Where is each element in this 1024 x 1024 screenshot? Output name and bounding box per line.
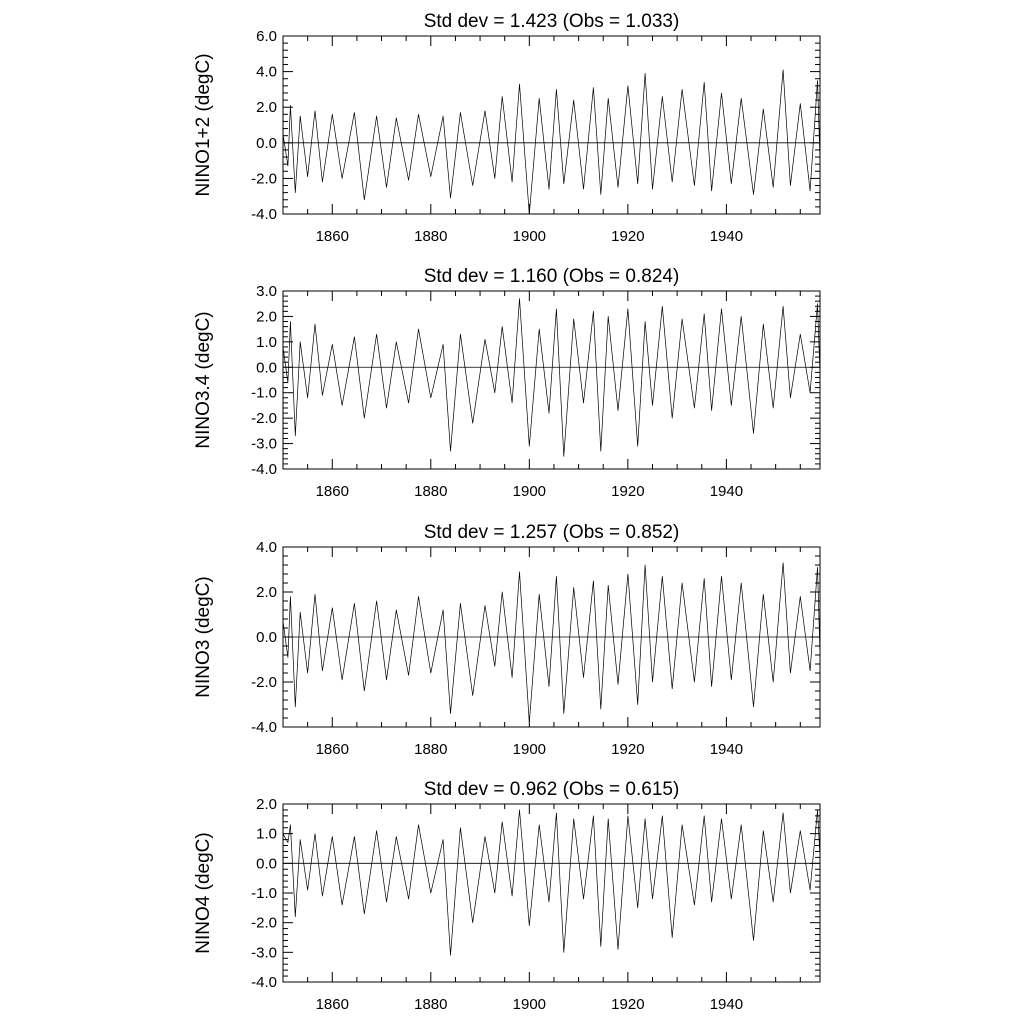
x-tick-label: 1860 <box>316 228 349 245</box>
x-tick-label: 1880 <box>414 741 447 758</box>
x-tick-label: 1900 <box>513 741 546 758</box>
plot-frame <box>282 35 821 215</box>
x-tick-label: 1940 <box>710 483 743 500</box>
y-tick-label: 1.0 <box>256 334 277 351</box>
y-tick-label: 0.0 <box>256 855 277 872</box>
x-tick-label: 1900 <box>513 996 546 1013</box>
panel-title: Std dev = 1.257 (Obs = 0.852) <box>424 522 680 543</box>
y-tick-label: -2.0 <box>251 170 277 187</box>
panel-title: Std dev = 0.962 (Obs = 0.615) <box>424 779 680 800</box>
y-axis-label: NINO4 (degC) <box>193 832 214 953</box>
y-tick-label: 2.0 <box>256 796 277 813</box>
y-tick-label: 3.0 <box>256 283 277 300</box>
y-tick-label: -4.0 <box>251 719 277 736</box>
x-tick-label: 1880 <box>414 228 447 245</box>
plot-frame <box>282 290 821 470</box>
x-tick-label: 1900 <box>513 228 546 245</box>
y-tick-label: 2.0 <box>256 584 277 601</box>
series-line-1 <box>282 69 821 215</box>
x-tick-label: 1880 <box>414 483 447 500</box>
y-tick-label: 6.0 <box>256 28 277 45</box>
x-tick-label: 1860 <box>316 741 349 758</box>
chart-panel-3: Std dev = 1.257 (Obs = 0.852) NINO3 (degC… <box>193 522 821 758</box>
series-line-1 <box>282 809 821 956</box>
y-tick-label: 0.0 <box>256 359 277 376</box>
x-tick-label: 1900 <box>513 483 546 500</box>
y-tick-label: 2.0 <box>256 99 277 116</box>
y-tick-label: -2.0 <box>251 915 277 932</box>
y-tick-label: 4.0 <box>256 539 277 556</box>
y-tick-label: 1.0 <box>256 826 277 843</box>
y-tick-label: -4.0 <box>251 461 277 478</box>
panel-title: Std dev = 1.423 (Obs = 1.033) <box>424 11 680 32</box>
chart-panel-1: Std dev = 1.423 (Obs = 1.033) NINO1+2 (de… <box>193 11 821 245</box>
y-tick-label: 0.0 <box>256 629 277 646</box>
x-tick-label: 1920 <box>611 741 644 758</box>
x-tick-label: 1860 <box>316 483 349 500</box>
y-tick-label: -1.0 <box>251 885 277 902</box>
series-line-1 <box>282 562 821 723</box>
y-axis-label: NINO1+2 (degC) <box>193 53 214 196</box>
y-tick-label: -1.0 <box>251 385 277 402</box>
y-axis-label: NINO3.4 (degC) <box>193 311 214 448</box>
x-tick-label: 1940 <box>710 996 743 1013</box>
y-tick-label: -3.0 <box>251 944 277 961</box>
x-tick-label: 1940 <box>710 741 743 758</box>
plot-frame <box>282 803 821 983</box>
x-tick-label: 1920 <box>611 228 644 245</box>
x-tick-label: 1920 <box>611 483 644 500</box>
y-axis-label: NINO3 (degC) <box>193 576 214 697</box>
x-tick-label: 1860 <box>316 996 349 1013</box>
x-tick-label: 1880 <box>414 996 447 1013</box>
y-tick-label: -2.0 <box>251 410 277 427</box>
y-tick-label: -3.0 <box>251 436 277 453</box>
x-tick-label: 1920 <box>611 996 644 1013</box>
y-tick-label: 4.0 <box>256 64 277 81</box>
y-tick-label: -4.0 <box>251 206 277 223</box>
series-line-1 <box>282 298 821 457</box>
y-tick-label: 2.0 <box>256 308 277 325</box>
y-tick-label: -4.0 <box>251 974 277 991</box>
panel-title: Std dev = 1.160 (Obs = 0.824) <box>424 266 680 287</box>
y-tick-label: 0.0 <box>256 135 277 152</box>
x-tick-label: 1940 <box>710 228 743 245</box>
y-tick-label: -2.0 <box>251 674 277 691</box>
chart-panel-2: Std dev = 1.160 (Obs = 0.824) NINO3.4 (de… <box>193 266 821 500</box>
chart-panel-4: Std dev = 0.962 (Obs = 0.615) NINO4 (degC… <box>193 779 821 1013</box>
